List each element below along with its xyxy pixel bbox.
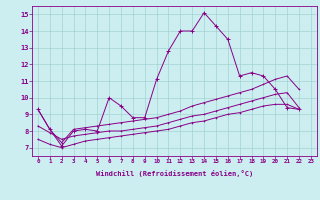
X-axis label: Windchill (Refroidissement éolien,°C): Windchill (Refroidissement éolien,°C) <box>96 170 253 177</box>
